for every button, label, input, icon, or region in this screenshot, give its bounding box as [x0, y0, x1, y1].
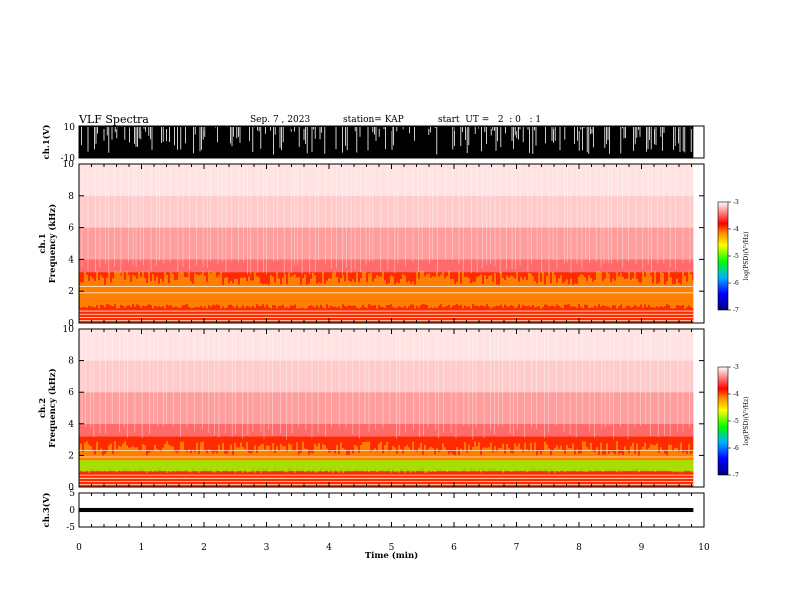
date-label: Sep. 7 , 2023 — [250, 115, 311, 125]
waveform-ch1-gaps — [81, 127, 692, 155]
xtick-label: 10 — [698, 543, 710, 553]
xtick-label: 1 — [139, 543, 145, 553]
chart-title: VLF Spectra — [79, 113, 149, 126]
spectrogram-ch2-ylabel: Frequency (kHz) — [47, 368, 58, 447]
x-axis-label: Time (min) — [365, 550, 418, 561]
spectrogram-ch2-ytick: 4 — [68, 420, 74, 430]
spectrogram-ch2-ytick: 8 — [68, 357, 74, 367]
spectrogram-ch2-band — [79, 329, 694, 361]
colorbar-ch2-tick: -7 — [733, 472, 739, 479]
ch3-ytick: -5 — [66, 523, 75, 533]
spectrogram-ch2-ytick: 6 — [68, 388, 74, 398]
spectrogram-ch2-band — [79, 360, 694, 393]
spectrogram-ch1-ylabel: Frequency (kHz) — [47, 204, 58, 283]
xtick-label: 9 — [639, 543, 645, 553]
spectrogram-ch2-ylabel-channel: ch.2 — [38, 398, 48, 418]
colorbar-ch2-tick: -6 — [733, 445, 739, 452]
spectrogram-ch2-streaks — [81, 329, 690, 440]
start-time-label: start UT = 2 : 0 : 1 — [438, 115, 542, 125]
colorbar-ch2-tick: -5 — [733, 418, 739, 425]
colorbar-ch1-tick: -7 — [733, 307, 739, 314]
ch3-ylabel: ch.3(V) — [41, 493, 52, 528]
spectrogram-ch1-ytick: 4 — [68, 255, 74, 265]
colorbar-ch1-label: log(PSD)(V²/Hz) — [743, 232, 750, 281]
xtick-label: 3 — [264, 543, 270, 553]
waveform-ch3-trace — [79, 507, 694, 513]
spectrogram-ch1-ytick: 10 — [63, 160, 75, 170]
spectrogram-ch1-band — [79, 195, 694, 228]
colorbar-ch2-label: log(PSD)(V²/Hz) — [743, 397, 750, 446]
colorbar-ch1-tick: -4 — [733, 226, 739, 233]
ch3-ytick: 0 — [69, 506, 75, 516]
spectrogram-ch2-ytick: 0 — [68, 483, 74, 493]
colorbar-ch2 — [717, 366, 729, 476]
colorbar-ch1 — [717, 201, 729, 311]
spectrogram-ch1-band — [79, 259, 694, 273]
colorbar-ch2-tick: -3 — [733, 364, 739, 371]
colorbar-ch2-tick: -4 — [733, 391, 739, 398]
station-label: station= KAP — [343, 115, 404, 125]
spectrogram-ch2-band — [79, 392, 694, 424]
spectrogram-ch1-ylabel-channel: ch.1 — [38, 233, 48, 253]
ch1-ytick: 10 — [64, 123, 76, 133]
ch1-ytick: -10 — [61, 154, 76, 164]
colorbar-ch1-tick: -5 — [733, 253, 739, 260]
spectrogram-ch1-ytick: 2 — [68, 287, 74, 297]
spectrogram-ch2-band — [79, 423, 694, 437]
spectrogram-ch1-streaks — [81, 164, 691, 276]
xtick-label: 4 — [326, 543, 332, 553]
waveform-ch1-fill — [79, 126, 694, 158]
xtick-label: 6 — [451, 543, 457, 553]
spectrogram-ch1-ytick: 6 — [68, 224, 74, 234]
spectrogram-ch1-band — [79, 164, 694, 196]
colorbar-ch1-tick: -3 — [733, 199, 739, 206]
xtick-label: 7 — [514, 543, 520, 553]
xtick-label: 5 — [389, 543, 395, 553]
xtick-label: 8 — [576, 543, 582, 553]
spectrogram-ch1-ytick: 8 — [68, 192, 74, 202]
spectrogram-ch1-band — [79, 227, 694, 260]
spectrogram-ch2-ytick: 10 — [63, 325, 75, 335]
ch3-ytick: 5 — [69, 489, 75, 499]
xtick-label: 2 — [201, 543, 207, 553]
colorbar-ch1-tick: -6 — [733, 280, 739, 287]
spectrogram-ch2-green-band — [79, 460, 694, 472]
spectrogram-ch2-ytick: 2 — [68, 451, 74, 461]
spectrogram-ch1-ytick: 0 — [68, 319, 74, 329]
xtick-label: 0 — [76, 543, 82, 553]
ch1-ylabel: ch.1(V) — [41, 125, 52, 160]
